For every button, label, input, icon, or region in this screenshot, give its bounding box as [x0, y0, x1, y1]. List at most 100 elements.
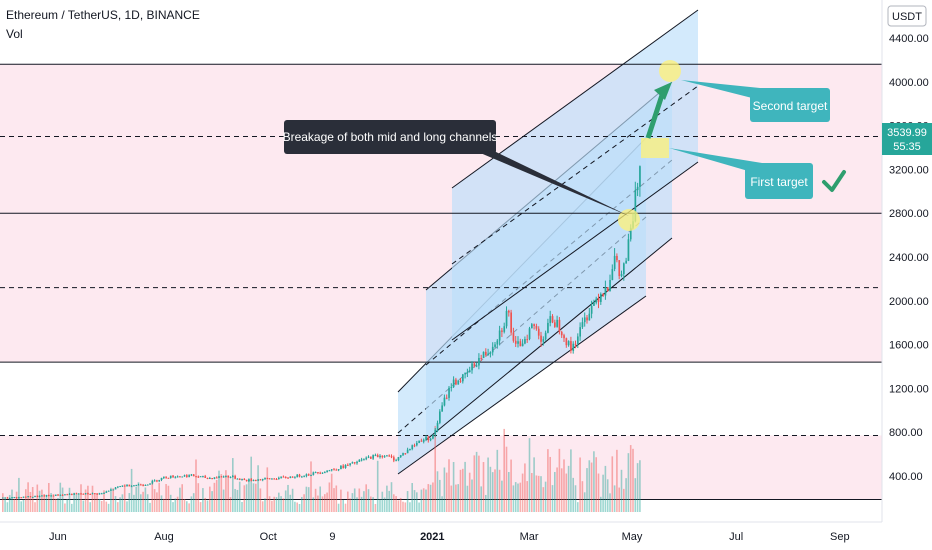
volume-bar [243, 485, 246, 512]
volume-bar [25, 489, 27, 512]
volume-bar [87, 485, 89, 512]
volume-bar [347, 491, 349, 512]
candle [595, 298, 598, 303]
candle [597, 298, 600, 302]
candle [625, 260, 627, 264]
volume-bar [271, 500, 273, 512]
volume-bar [310, 461, 312, 512]
volume-bar [133, 494, 135, 512]
candle [399, 455, 402, 458]
currency-badge[interactable]: USDT [887, 5, 927, 27]
volume-bar [259, 488, 262, 512]
candle [142, 484, 144, 486]
volume-bar [402, 501, 404, 512]
volume-bar [577, 502, 579, 512]
candle [634, 190, 637, 222]
volume-bar [480, 486, 482, 512]
y-tick-label: 1600.00 [889, 340, 929, 352]
volume-bar [616, 449, 618, 512]
volume-bar [15, 491, 18, 512]
volume-bar [388, 490, 390, 512]
candle [188, 475, 190, 477]
candle [501, 330, 503, 332]
symbol-title[interactable]: Ethereum / TetherUS, 1D, BINANCE [6, 8, 200, 22]
volume-bar [498, 469, 501, 512]
volume-bar [172, 502, 174, 512]
candle [232, 476, 234, 478]
candle [6, 497, 9, 499]
candle [452, 379, 455, 387]
first-target-callout[interactable] [745, 163, 813, 199]
outer-channel[interactable] [452, 10, 698, 340]
time-axis: Jun Aug Oct 9 2021 Mar May Jul Sep [49, 531, 850, 543]
volume-bar [248, 479, 250, 512]
price-axis: 4400.004000.003600.003200.002800.002400.… [889, 33, 929, 483]
candle [370, 456, 372, 459]
volume-bar [245, 484, 248, 512]
x-tick-label: Sep [830, 531, 850, 543]
candle [351, 462, 354, 464]
y-tick-label: 3200.00 [889, 164, 929, 176]
candle [602, 294, 604, 296]
volume-bar [618, 487, 620, 512]
volume-bar [45, 494, 48, 512]
volume-bar [149, 502, 151, 512]
candle [574, 343, 577, 345]
volume-bar [537, 475, 540, 512]
breakage-callout-text: Breakage of both mid and long channels [283, 130, 498, 144]
candle [609, 279, 611, 291]
candle [367, 456, 370, 458]
candle [273, 478, 276, 480]
candle [526, 339, 529, 341]
volume-bar [202, 488, 204, 512]
volume-bar [393, 494, 395, 512]
candle [600, 294, 602, 302]
volume-bar [241, 501, 243, 512]
volume-bar [436, 471, 439, 512]
candle [611, 269, 614, 280]
volume-bar [75, 493, 78, 512]
volume-bar [250, 456, 252, 512]
volume-bar [268, 496, 271, 512]
candle [266, 478, 269, 480]
candle [172, 475, 174, 478]
volume-bar [94, 493, 96, 512]
second-target-highlight [659, 60, 681, 82]
candle [540, 335, 542, 342]
volume-bar [441, 496, 443, 512]
candle [45, 495, 48, 497]
candle [75, 493, 78, 495]
volume-indicator-label[interactable]: Vol [6, 27, 23, 41]
volume-bar [255, 483, 257, 512]
candle [554, 322, 556, 327]
x-tick-label: Jun [49, 531, 67, 543]
candle [8, 497, 11, 499]
volume-bar [43, 494, 45, 512]
volume-bar [404, 502, 407, 512]
volume-bar [556, 467, 558, 512]
volume-bar [36, 484, 39, 512]
volume-bar [153, 489, 156, 512]
first-target-highlight [641, 138, 669, 158]
candle [604, 287, 607, 296]
candle [87, 493, 89, 495]
candle [289, 476, 292, 479]
volume-bar [328, 482, 331, 512]
candle [508, 310, 510, 313]
volume-bar [386, 485, 388, 512]
volume-bar [613, 485, 616, 512]
volume-bar [126, 501, 128, 512]
candle [422, 439, 425, 442]
volume-bar [501, 480, 503, 512]
volume-bar [602, 474, 604, 512]
volume-bar [558, 448, 561, 512]
volume-bar [517, 483, 519, 512]
candle [319, 472, 322, 474]
volume-bar [508, 472, 510, 512]
volume-bar [169, 494, 172, 512]
candle [356, 461, 358, 464]
second-target-callout[interactable] [750, 88, 830, 122]
breakage-callout[interactable] [284, 120, 496, 154]
volume-bar [494, 469, 496, 512]
